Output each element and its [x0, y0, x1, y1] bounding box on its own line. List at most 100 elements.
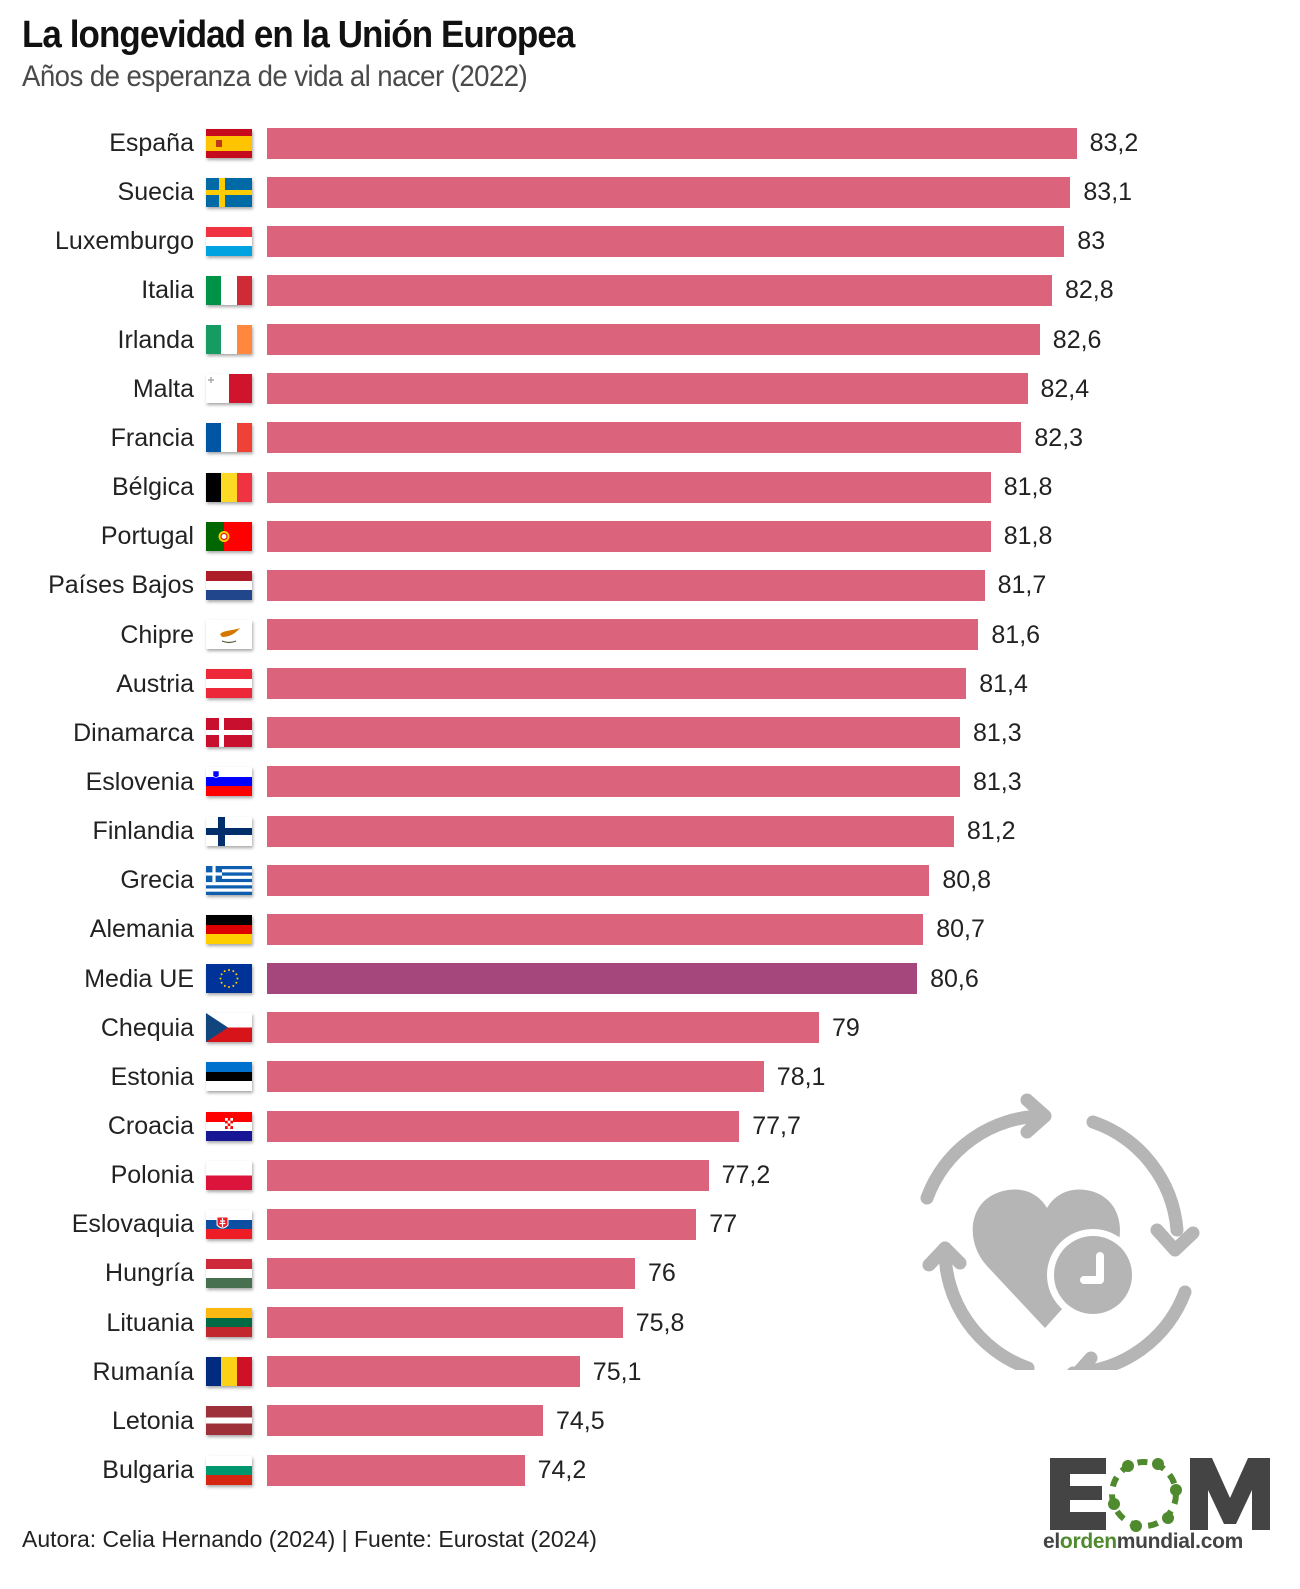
bar	[267, 668, 967, 700]
category-label: Lituania	[106, 1308, 194, 1337]
flag-pt-icon	[206, 521, 252, 551]
value-label: 76	[648, 1259, 676, 1288]
bar	[267, 274, 1052, 306]
value-label: 77	[709, 1210, 738, 1239]
chart-title: La longevidad en la Unión Europea	[22, 14, 575, 56]
category-label: Eslovaquia	[71, 1210, 194, 1239]
value-label: 77,7	[752, 1112, 801, 1140]
flag-pl-icon	[206, 1160, 252, 1190]
category-label: Eslovenia	[85, 767, 194, 796]
flag-hu-icon	[206, 1258, 252, 1288]
category-label: Austria	[116, 669, 194, 698]
bar	[267, 1208, 697, 1240]
value-label: 74,2	[537, 1456, 587, 1485]
bar	[267, 717, 960, 749]
site-url-suffix: mundial.com	[1116, 1530, 1244, 1553]
value-label: 81,6	[991, 620, 1041, 649]
flag-cy-icon	[206, 620, 252, 649]
value-label: 78,1	[776, 1062, 826, 1091]
category-label: Suecia	[117, 178, 194, 207]
category-label: Bulgaria	[102, 1456, 194, 1485]
site-url: elordenmundial.com	[1043, 1530, 1243, 1554]
flag-dk-icon	[206, 718, 252, 748]
category-label: Finlandia	[92, 817, 194, 846]
flag-ro-icon	[206, 1357, 252, 1387]
flag-sk-icon	[206, 1209, 252, 1239]
flag-bg-icon	[206, 1455, 252, 1485]
value-label: 82,4	[1040, 374, 1090, 403]
value-label: 80,8	[942, 866, 992, 895]
flag-nl-icon	[206, 570, 252, 600]
value-label: 74,5	[556, 1406, 605, 1435]
value-label: 82,6	[1052, 325, 1102, 354]
bar	[267, 422, 1022, 454]
bar	[267, 1405, 543, 1437]
value-label: 81,7	[997, 571, 1047, 600]
value-label: 77,2	[721, 1161, 771, 1190]
source-credit: Autora: Celia Hernando (2024) | Fuente: …	[22, 1526, 597, 1552]
heart-clock-cycle-icon	[920, 1093, 1200, 1370]
category-label: Malta	[132, 374, 194, 403]
value-label: 81,2	[966, 817, 1016, 846]
flag-be-icon	[206, 472, 252, 502]
value-label: 75,1	[592, 1357, 642, 1386]
value-label: 81,4	[979, 669, 1028, 698]
flag-lu-icon	[206, 226, 252, 256]
site-url-prefix: el	[1043, 1530, 1060, 1553]
category-label: Media UE	[84, 964, 194, 993]
flag-ee-icon	[206, 1062, 252, 1092]
flag-lv-icon	[206, 1406, 252, 1436]
bar	[267, 815, 954, 847]
value-label: 81,3	[973, 767, 1022, 796]
flag-gr-icon	[206, 865, 252, 895]
chart-subtitle: Años de esperanza de vida al nacer (2022…	[22, 60, 528, 93]
value-label: 83	[1077, 227, 1106, 256]
category-label: Croacia	[107, 1112, 194, 1140]
category-label: Grecia	[120, 866, 194, 895]
category-label: Italia	[141, 276, 194, 305]
category-label: Francia	[110, 423, 194, 452]
bar	[267, 1110, 740, 1142]
bar	[267, 569, 985, 601]
category-label: Polonia	[110, 1161, 194, 1190]
bar-highlight	[267, 963, 918, 995]
flag-cz-icon	[206, 1013, 252, 1043]
bar	[267, 520, 991, 552]
category-label: Rumanía	[92, 1357, 194, 1386]
bar	[267, 1012, 819, 1044]
flag-eu-icon	[206, 964, 252, 994]
bar	[267, 127, 1077, 159]
site-url-highlight: orden	[1059, 1530, 1117, 1553]
bar	[267, 1061, 764, 1093]
bar	[267, 1159, 709, 1191]
value-label: 82,8	[1065, 276, 1114, 305]
flag-si-icon	[206, 767, 252, 797]
bar	[267, 864, 930, 896]
value-label: 81,8	[1003, 473, 1053, 502]
bar	[267, 1257, 635, 1289]
value-label: 81,8	[1003, 522, 1053, 551]
value-label: 80,7	[936, 915, 985, 944]
category-label: Chequia	[100, 1013, 194, 1042]
value-label: 81,3	[973, 718, 1022, 747]
bar	[267, 1307, 623, 1339]
category-label: Irlanda	[117, 325, 194, 354]
value-label: 79	[832, 1013, 860, 1042]
flag-at-icon	[206, 669, 252, 699]
bar	[267, 619, 979, 650]
value-label: 83,1	[1083, 178, 1133, 207]
category-label: Países Bajos	[48, 571, 194, 600]
eom-logo	[1050, 1458, 1270, 1532]
category-label: Chipre	[120, 620, 194, 649]
category-label: Estonia	[110, 1062, 194, 1091]
bar	[267, 1454, 525, 1486]
bar	[267, 176, 1071, 208]
bar	[267, 373, 1028, 405]
flag-fi-icon	[206, 816, 252, 846]
flag-de-icon	[206, 914, 252, 944]
category-label: España	[109, 129, 194, 157]
bar	[267, 324, 1040, 356]
flag-fr-icon	[206, 423, 252, 453]
flag-lt-icon	[206, 1308, 252, 1338]
